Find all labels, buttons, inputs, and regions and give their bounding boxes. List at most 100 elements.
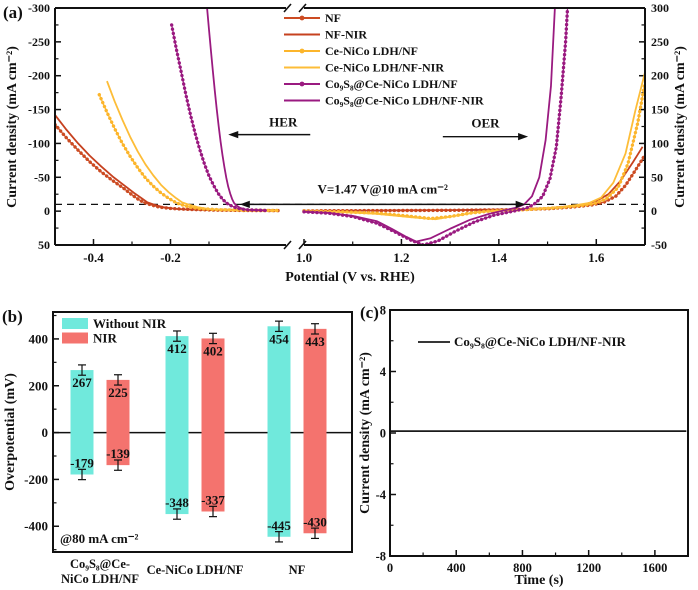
series-oer-markers (302, 9, 570, 244)
panel-c: 0 400 800 1200 1600 8 4 0 -4 -8 Co₉S₈@Ce-NiCo LDH/… (376, 304, 689, 575)
legend: NF NF-NIR Ce-NiCo LDH/NF Ce-NiCo LDH/NF-NIR… (284, 11, 484, 108)
y-tick-label-right: 300 (651, 1, 669, 15)
legend-marker-sample (299, 48, 305, 54)
legend-label: Without NIR (93, 316, 167, 331)
arrow-head-left (239, 200, 250, 208)
arrow-head-right (515, 200, 526, 208)
x-tick-label: -0.2 (160, 250, 181, 265)
y-axis-title-right: Current density (mA cm⁻²) (673, 46, 688, 208)
bar-value-negative: -337 (201, 492, 225, 507)
bar-value-positive: 402 (203, 343, 223, 358)
y-axis-title: Overpotential (mV) (3, 373, 18, 491)
y-tick-label: 0 (380, 427, 386, 441)
voltage-annotation: V=1.47 V@10 mA cm⁻² (318, 181, 449, 196)
span-annotation: V=1.47 V@10 mA cm⁻² (239, 181, 526, 208)
legend-label: Co₉S₈@Ce-NiCo LDH/NF-NIR (454, 334, 627, 349)
y-tick-label-right: 50 (651, 170, 663, 184)
y-tick-label: -8 (376, 550, 386, 564)
y-tick-label-right: 250 (651, 35, 669, 49)
bar-value-positive: 454 (269, 331, 289, 346)
y-tick-label: 200 (29, 378, 49, 393)
bar-NIR (106, 379, 130, 466)
bar-NIR (201, 338, 225, 512)
legend-label: Ce-NiCo LDH/NF (325, 44, 418, 58)
x-tick-label: 1600 (642, 561, 667, 575)
legend-marker-sample (299, 81, 305, 87)
y-tick-label-left: -250 (28, 35, 50, 49)
axis-break-mark (298, 3, 307, 13)
legend-swatch (62, 318, 88, 329)
series-her-markers (97, 92, 280, 213)
bar-value-positive: 225 (108, 385, 128, 400)
y-tick-label-left: -200 (28, 69, 50, 83)
oer-label: OER (471, 116, 500, 131)
y-tick-label-left: -50 (34, 170, 50, 184)
category-label: NF (289, 563, 306, 577)
y-tick-label-left: -300 (28, 1, 50, 15)
y-tick-label: 0 (42, 425, 49, 440)
panel-label-c: (c) (360, 303, 379, 322)
x-tick-label: 1200 (576, 561, 601, 575)
legend-label: NF-NIR (325, 28, 367, 42)
bar-value-negative: -348 (165, 495, 189, 510)
x-axis-title: Time (s) (514, 573, 563, 588)
y-tick-label-right: 200 (651, 69, 669, 83)
panel-b: 400 200 0 -200 -400 267 -179 412 -348 454 -445 225 -… (24, 311, 353, 553)
her-annotation: HER (228, 115, 311, 139)
series-oer-line (303, 9, 556, 243)
bar-Without NIR (165, 336, 189, 515)
bar-NIR (303, 328, 327, 534)
bar-value-positive: 443 (305, 334, 325, 349)
oer-arrow-head (518, 133, 529, 141)
y-tick-label: -400 (24, 519, 48, 534)
series-her-markers (56, 123, 280, 213)
x-tick-label: 1.2 (393, 250, 409, 265)
legend-marker-sample (299, 15, 305, 21)
axis-break-mark (283, 240, 292, 250)
panel-a-chart: -300 -250 -200 -150 -100 -50 0 50 300 250 200 150 10… (3, 1, 688, 285)
bar-value-positive: 267 (72, 375, 92, 390)
series-her-line (56, 114, 279, 212)
y-axis-title-left: Current density (mA cm⁻²) (5, 46, 20, 208)
y-tick-label: 400 (29, 331, 49, 346)
category-label: Ce-NiCo LDH/NF (147, 563, 244, 577)
legend-label: Co₉S₈@Ce-NiCo LDH/NF-NIR (325, 94, 484, 108)
y-axis-title: Current density (mA cm⁻²) (358, 352, 373, 514)
bar-value-negative: -445 (267, 518, 291, 533)
x-axis-title: Potential (V vs. RHE) (285, 270, 415, 285)
axis-break-mark (283, 3, 292, 13)
y-tick-label: 8 (380, 304, 386, 318)
bar-value-positive: 412 (167, 341, 187, 356)
curves (56, 9, 644, 244)
y-tick-label-right: -50 (651, 238, 667, 252)
y-tick-label-right: 0 (651, 204, 657, 218)
category-label: Co₉S₈@Ce- (70, 557, 130, 571)
y-tick-label-right: 150 (651, 103, 669, 117)
panel-c-chart: 0 400 800 1200 1600 8 4 0 -4 -8 Co₉S₈@Ce-NiCo LDH/… (358, 303, 689, 588)
y-tick-label: 4 (380, 365, 387, 379)
bar-value-negative: -179 (70, 455, 94, 470)
series-oer-line (303, 72, 644, 221)
axis-break-mark (298, 240, 307, 250)
x-tick-label: 1.0 (296, 250, 312, 265)
series-her-line (171, 24, 267, 212)
y-tick-label-left: 0 (44, 204, 50, 218)
panel-b-chart: 400 200 0 -200 -400 267 -179 412 -348 454 -445 225 -… (2, 307, 353, 586)
legend-label: Co₉S₈@Ce-NiCo LDH/NF (325, 77, 458, 91)
legend-label: NF (325, 11, 341, 25)
x-tick-label: 1.4 (491, 250, 508, 265)
x-tick-label: 1.6 (588, 250, 605, 265)
legend-label: Ce-NiCo LDH/NF-NIR (325, 61, 444, 75)
bar-value-negative: -139 (106, 446, 130, 461)
x-tick-label: 400 (447, 561, 466, 575)
current-density-annotation: @80 mA cm⁻² (60, 531, 139, 546)
oer-annotation: OER (442, 116, 529, 141)
panel-label-a: (a) (3, 3, 23, 22)
x-tick-label: -0.4 (83, 250, 104, 265)
series-her-line (206, 9, 267, 212)
legend-label: NIR (93, 331, 117, 346)
x-tick-label: 0 (387, 561, 393, 575)
y-tick-label-left: -100 (28, 136, 50, 150)
series-her-markers (169, 23, 269, 213)
